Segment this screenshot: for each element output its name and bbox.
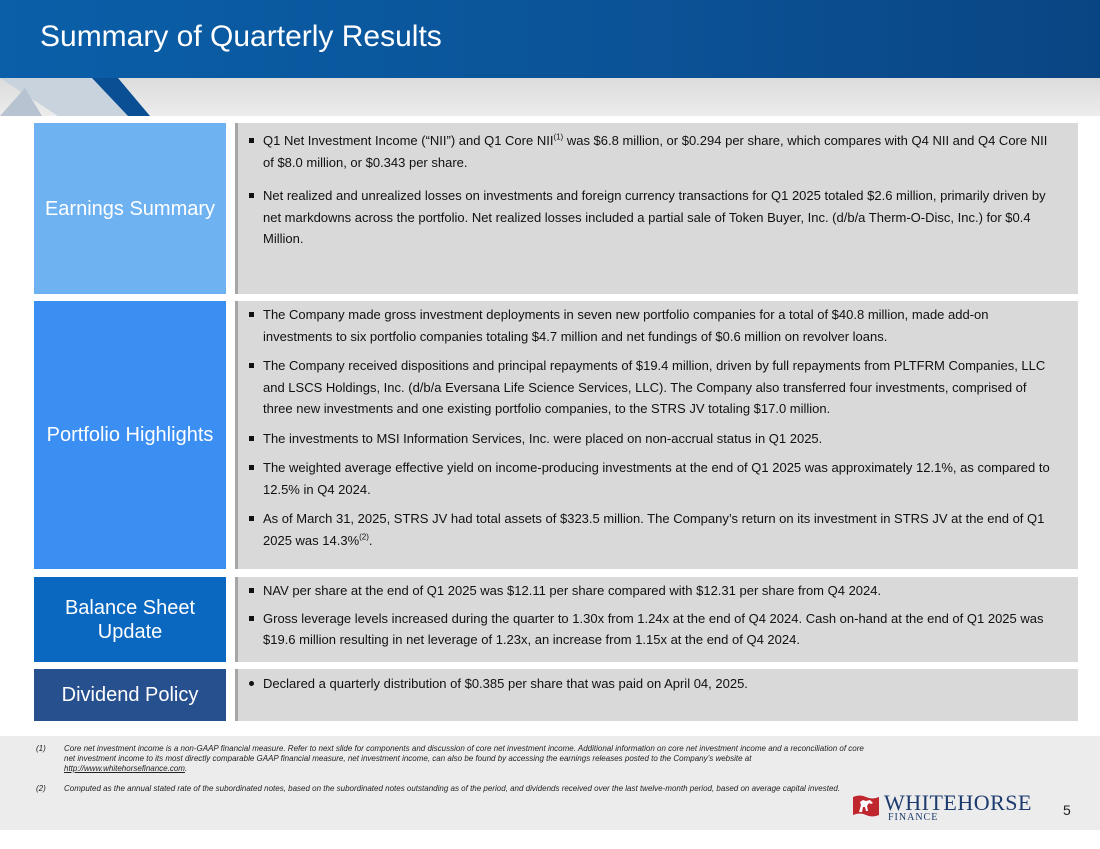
list-item: The investments to MSI Information Servi…	[246, 428, 1058, 450]
list-item: Q1 Net Investment Income (“NII”) and Q1 …	[246, 130, 1058, 173]
list-item: As of March 31, 2025, STRS JV had total …	[246, 508, 1058, 551]
list-item: The Company made gross investment deploy…	[246, 304, 1058, 347]
portfolio-highlights-content: The Company made gross investment deploy…	[235, 301, 1078, 569]
label-line: Balance Sheet	[64, 596, 196, 619]
footnote-number: (2)	[36, 784, 46, 793]
earnings-summary-section: Earnings Summary Q1 Net Investment Incom…	[34, 123, 1078, 294]
portfolio-highlights-label: Portfolio Highlights	[34, 301, 226, 569]
footnote-number: (1)	[36, 744, 46, 753]
list-item: Declared a quarterly distribution of $0.…	[246, 673, 1058, 695]
footnote-1: (1) Core net investment income is a non-…	[36, 744, 876, 774]
list-item: NAV per share at the end of Q1 2025 was …	[246, 580, 1058, 602]
page-number: 5	[1063, 802, 1071, 818]
bullet-text: Q1 Net Investment Income (“NII”) and Q1 …	[263, 133, 554, 148]
list-item: The Company received dispositions and pr…	[246, 355, 1058, 420]
footnote-2: (2) Computed as the annual stated rate o…	[36, 784, 876, 794]
header-subband	[0, 78, 1100, 116]
slide-header: Summary of Quarterly Results	[0, 0, 1100, 78]
list-item: Net realized and unrealized losses on in…	[246, 185, 1058, 250]
horse-flag-icon	[853, 795, 879, 817]
balance-sheet-section: Balance Sheet Update NAV per share at th…	[34, 577, 1078, 662]
whitehorse-logo: WHITEHORSE FINANCE	[852, 790, 1047, 824]
dividend-policy-label: Dividend Policy	[34, 669, 226, 721]
logo-subtitle: FINANCE	[888, 812, 939, 823]
balance-sheet-label: Balance Sheet Update	[34, 577, 226, 662]
dividend-policy-content: Declared a quarterly distribution of $0.…	[235, 669, 1078, 721]
footnote-ref: (1)	[553, 132, 564, 142]
dividend-policy-section: Dividend Policy Declared a quarterly dis…	[34, 669, 1078, 721]
bullet-text: .	[368, 532, 373, 548]
earnings-summary-content: Q1 Net Investment Income (“NII”) and Q1 …	[235, 123, 1078, 294]
portfolio-highlights-section: Portfolio Highlights The Company made gr…	[34, 301, 1078, 569]
footnote-text: .	[184, 764, 188, 773]
earnings-summary-label: Earnings Summary	[34, 123, 226, 294]
label-line: Update	[97, 620, 163, 643]
website-link[interactable]: http://www.whitehorsefinance.com	[64, 764, 185, 773]
footnote-text: Core net investment income is a non-GAAP…	[64, 744, 864, 763]
footnotes-area: (1) Core net investment income is a non-…	[0, 736, 1100, 830]
balance-sheet-content: NAV per share at the end of Q1 2025 was …	[235, 577, 1078, 662]
list-item: Gross leverage levels increased during t…	[246, 608, 1058, 651]
page-title: Summary of Quarterly Results	[40, 20, 442, 53]
bullet-text: As of March 31, 2025, STRS JV had total …	[263, 511, 1045, 548]
logo-name: WHITEHORSE	[884, 790, 1032, 815]
bullet-text: was $6.8 million, or $0.294 per share, w…	[263, 133, 1048, 170]
footnote-ref: (2)	[359, 532, 369, 542]
chevron-decoration-icon	[0, 78, 150, 116]
footnote-text: Computed as the annual stated rate of th…	[64, 784, 841, 793]
list-item: The weighted average effective yield on …	[246, 457, 1058, 500]
